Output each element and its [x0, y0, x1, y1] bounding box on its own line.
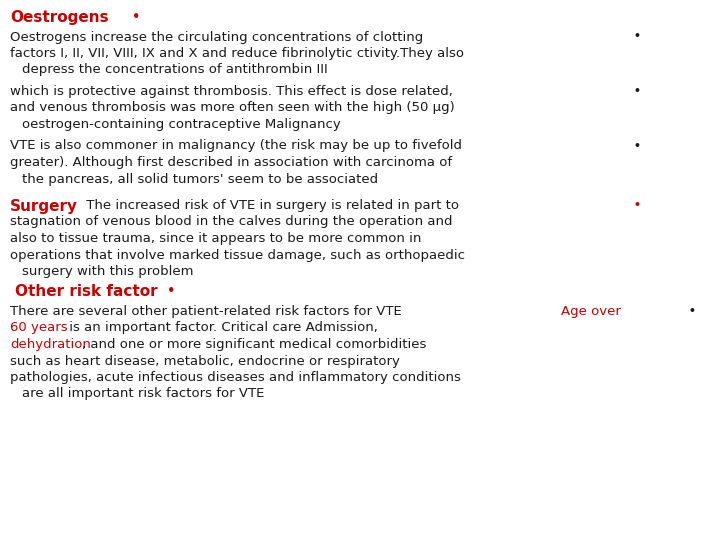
Text: is an important factor. Critical care Admission,: is an important factor. Critical care Ad…	[65, 321, 378, 334]
Text: oestrogen-containing contraceptive Malignancy: oestrogen-containing contraceptive Malig…	[22, 118, 341, 131]
Text: and venous thrombosis was more often seen with the high (50 μg): and venous thrombosis was more often see…	[10, 102, 455, 114]
Text: Oestrogens increase the circulating concentrations of clotting: Oestrogens increase the circulating conc…	[10, 30, 423, 44]
Text: 60 years: 60 years	[10, 321, 68, 334]
Text: Oestrogens: Oestrogens	[10, 10, 109, 25]
Text: Other risk factor: Other risk factor	[15, 285, 158, 300]
Text: •: •	[625, 199, 642, 212]
Text: operations that involve marked tissue damage, such as orthopaedic: operations that involve marked tissue da…	[10, 248, 465, 261]
Text: the pancreas, all solid tumors' seem to be associated: the pancreas, all solid tumors' seem to …	[22, 172, 378, 186]
Text: are all important risk factors for VTE: are all important risk factors for VTE	[22, 388, 264, 401]
Text: depress the concentrations of antithrombin III: depress the concentrations of antithromb…	[22, 64, 328, 77]
Text: There are several other patient-related risk factors for VTE: There are several other patient-related …	[10, 305, 406, 318]
Text: •: •	[625, 85, 642, 98]
Text: such as heart disease, metabolic, endocrine or respiratory: such as heart disease, metabolic, endocr…	[10, 354, 400, 368]
Text: Surgery: Surgery	[10, 199, 78, 214]
Text: •: •	[680, 305, 696, 318]
Text: The increased risk of VTE in surgery is related in part to: The increased risk of VTE in surgery is …	[82, 199, 459, 212]
Text: surgery with this problem: surgery with this problem	[22, 265, 194, 278]
Text: VTE is also commoner in malignancy (the risk may be up to fivefold: VTE is also commoner in malignancy (the …	[10, 139, 462, 152]
Text: factors I, II, VII, VIII, IX and X and reduce fibrinolytic ctivity.They also: factors I, II, VII, VIII, IX and X and r…	[10, 47, 464, 60]
Text: •: •	[625, 30, 642, 44]
Text: dehydration: dehydration	[10, 338, 91, 351]
Text: pathologies, acute infectious diseases and inflammatory conditions: pathologies, acute infectious diseases a…	[10, 371, 461, 384]
Text: •: •	[122, 10, 140, 25]
Text: greater). Although first described in association with carcinoma of: greater). Although first described in as…	[10, 156, 452, 169]
Text: Age over: Age over	[561, 305, 621, 318]
Text: stagnation of venous blood in the calves during the operation and: stagnation of venous blood in the calves…	[10, 215, 452, 228]
Text: •: •	[157, 285, 176, 300]
Text: which is protective against thrombosis. This effect is dose related,: which is protective against thrombosis. …	[10, 85, 453, 98]
Text: also to tissue trauma, since it appears to be more common in: also to tissue trauma, since it appears …	[10, 232, 421, 245]
Text: •: •	[625, 139, 642, 152]
Text: , and one or more significant medical comorbidities: , and one or more significant medical co…	[82, 338, 426, 351]
